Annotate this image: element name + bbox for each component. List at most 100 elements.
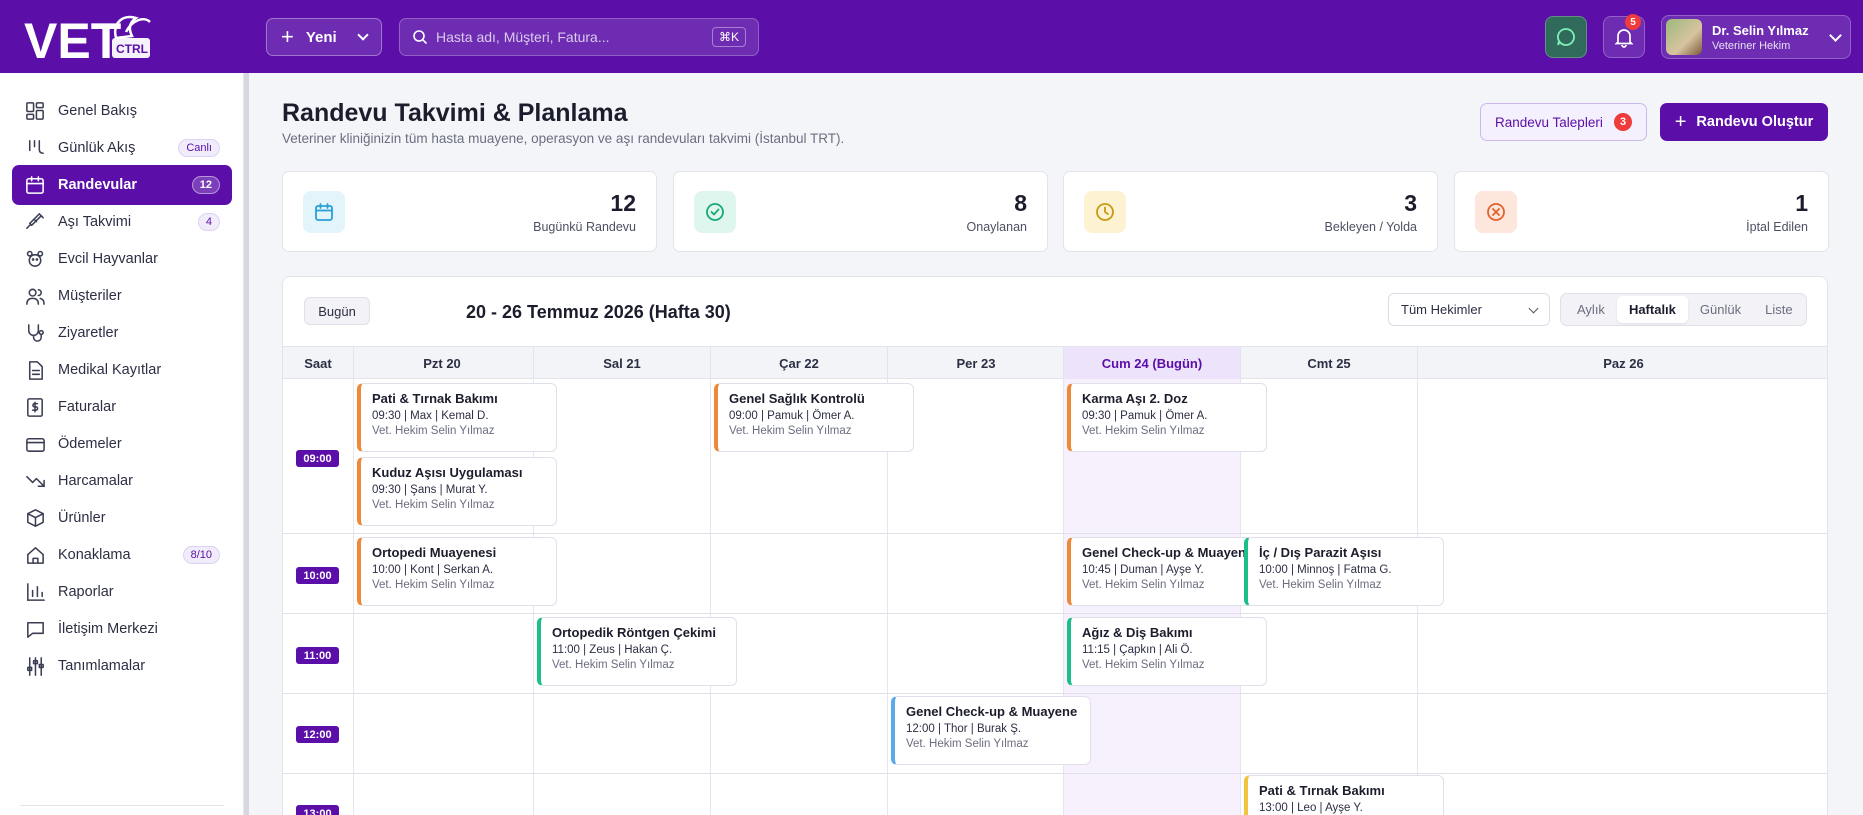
search-box[interactable]: ⌘K [399, 18, 759, 56]
x-circle-icon [1475, 191, 1517, 233]
time-slot-label: 09:00 [296, 450, 339, 467]
sidebar-item-tanimlamalar[interactable]: Tanımlamalar [12, 646, 232, 686]
sidebar-item-gunluk-akis[interactable]: Günlük Akış Canlı [12, 128, 232, 168]
grid-row-line [283, 613, 1827, 614]
appointment-title: Genel Check-up & Muayene [906, 704, 1078, 719]
appointment-vet: Vet. Hekim Selin Yılmaz [372, 425, 495, 437]
day-header-sal-21: Sal 21 [533, 347, 710, 379]
card-icon [26, 437, 45, 452]
stat-card-onaylanan: Onaylanan 8 [673, 171, 1048, 252]
sidebar-item-badge: 4 [197, 213, 220, 231]
sidebar-item-badge: Canlı [178, 139, 220, 157]
page-subtitle: Veteriner kliniğinizin tüm hasta muayene… [282, 131, 845, 146]
appointment-card[interactable]: Ağız & Diş Bakımı 11:15 | Çapkın | Ali Ö… [1067, 617, 1267, 686]
dashboard-icon [26, 102, 44, 120]
plus-icon: + [281, 24, 294, 49]
bell-icon [1614, 29, 1634, 48]
appointment-card[interactable]: Ortopedik Röntgen Çekimi 11:00 | Zeus | … [537, 617, 737, 686]
sidebar-item-randevular[interactable]: Randevular 12 [12, 165, 232, 205]
sliders-icon [27, 657, 44, 676]
appointment-vet: Vet. Hekim Selin Yılmaz [1082, 659, 1205, 671]
sidebar-item-asi-takvimi[interactable]: Aşı Takvimi 4 [12, 202, 232, 242]
appointment-vet: Vet. Hekim Selin Yılmaz [1082, 425, 1205, 437]
appointment-card[interactable]: Genel Check-up & Muayene 12:00 | Thor | … [891, 696, 1091, 765]
sidebar-item-genel-bakis[interactable]: Genel Bakış [12, 91, 232, 131]
grid-column-line [1063, 379, 1064, 815]
calendar-header-row: Saat Pzt 20 Sal 21 Çar 22 Per 23 Cum 24 (Bugü… [283, 346, 1827, 379]
sidebar-item-badge: 12 [191, 176, 220, 194]
user-info: Dr. Selin Yılmaz Veteriner Hekim [1712, 23, 1809, 52]
appointment-card[interactable]: Ortopedi Muayenesi 10:00 | Kont | Serkan… [357, 537, 557, 606]
sidebar-item-konaklama[interactable]: Konaklama 8/10 [12, 535, 232, 575]
appointment-title: Karma Aşı 2. Doz [1082, 391, 1188, 406]
sidebar-item-label: Ödemeler [58, 436, 122, 452]
appointment-card[interactable]: Genel Sağlık Kontrolü 09:00 | Pamuk | Öm… [714, 383, 914, 452]
chat-button[interactable] [1545, 16, 1587, 58]
time-slot-label: 12:00 [296, 726, 339, 743]
sidebar-item-ziyaretler[interactable]: Ziyaretler [12, 313, 232, 353]
chat-icon [1557, 28, 1575, 46]
appointment-title: Genel Sağlık Kontrolü [729, 391, 865, 406]
view-tab-liste[interactable]: Liste [1765, 302, 1793, 317]
sidebar-item-urunler[interactable]: Ürünler [12, 498, 232, 538]
create-appointment-button[interactable]: + Randevu Oluştur [1660, 103, 1828, 141]
sidebar-item-odemeler[interactable]: Ödemeler [12, 424, 232, 464]
sidebar-item-medikal-kayitlar[interactable]: Medikal Kayıtlar [12, 350, 232, 390]
sidebar-item-harcamalar[interactable]: Harcamalar [12, 461, 232, 501]
view-tab-gunluk[interactable]: Günlük [1699, 302, 1742, 317]
appointment-vet: Vet. Hekim Selin Yılmaz [372, 579, 495, 591]
time-slot-label: 10:00 [296, 567, 339, 584]
sidebar-scrollbar[interactable] [244, 73, 249, 815]
user-role: Veteriner Hekim [1712, 39, 1791, 52]
day-header-per-23: Per 23 [887, 347, 1064, 379]
sidebar-item-raporlar[interactable]: Raporlar [12, 572, 232, 612]
sidebar-item-iletisim-merkezi[interactable]: İletişim Merkezi [12, 609, 232, 649]
svg-text:CTRL: CTRL [116, 42, 148, 56]
vetctrl-logo[interactable]: VET CTRL [24, 8, 154, 66]
sidebar-item-musteriler[interactable]: Müşteriler [12, 276, 232, 316]
new-button[interactable]: + Yeni [266, 18, 382, 56]
appointment-card[interactable]: Genel Check-up & Muayene 10:45 | Duman |… [1067, 537, 1267, 606]
create-label: Randevu Oluştur [1696, 114, 1814, 130]
box-icon [27, 509, 44, 527]
appointment-title: Pati & Tırnak Bakımı [1259, 783, 1385, 798]
invoice-icon [27, 398, 43, 417]
day-header-car-22: Çar 22 [710, 347, 887, 379]
appointment-details: 09:30 | Şans | Murat Y. [372, 484, 488, 496]
appointment-card[interactable]: İç / Dış Parazit Aşısı 10:00 | Minnoş | … [1244, 537, 1444, 606]
sidebar-divider [20, 805, 224, 806]
sidebar-item-evcil-hayvanlar[interactable]: Evcil Hayvanlar [12, 239, 232, 279]
search-input[interactable] [436, 29, 706, 45]
doctor-filter-select[interactable]: Tüm Hekimler [1388, 293, 1550, 326]
sidebar-item-faturalar[interactable]: Faturalar [12, 387, 232, 427]
stat-label: Bekleyen / Yolda [1324, 220, 1417, 234]
appointment-card[interactable]: Kuduz Aşısı Uygulaması 09:30 | Şans | Mu… [357, 457, 557, 526]
day-header-pzt-20: Pzt 20 [353, 347, 530, 379]
sidebar-item-label: Ürünler [58, 510, 106, 526]
appointment-title: Ortopedik Röntgen Çekimi [552, 625, 716, 640]
appointment-requests-button[interactable]: Randevu Talepleri 3 [1480, 103, 1647, 141]
notifications-button[interactable]: 5 [1603, 14, 1645, 58]
user-name: Dr. Selin Yılmaz [1712, 22, 1809, 38]
week-title: 20 - 26 Temmuz 2026 (Hafta 30) [466, 302, 731, 322]
view-switcher: Aylık Haftalık Günlük Liste [1560, 293, 1807, 326]
sidebar-item-label: Raporlar [58, 584, 114, 600]
appointment-details: 10:45 | Duman | Ayşe Y. [1082, 564, 1204, 576]
user-menu[interactable]: Dr. Selin Yılmaz Veteriner Hekim [1661, 15, 1851, 59]
view-tab-haftalik[interactable]: Haftalık [1616, 296, 1688, 323]
appointment-card[interactable]: Pati & Tırnak Bakımı 13:00 | Leo | Ayşe … [1244, 775, 1444, 815]
sidebar-item-label: Faturalar [58, 399, 117, 415]
appointment-card[interactable]: Pati & Tırnak Bakımı 09:30 | Max | Kemal… [357, 383, 557, 452]
syringe-icon [26, 213, 44, 229]
flow-icon [28, 140, 44, 155]
view-tab-aylik[interactable]: Aylık [1577, 302, 1605, 317]
appointment-title: Ağız & Diş Bakımı [1082, 625, 1193, 640]
plus-icon: + [1674, 110, 1687, 133]
appointment-card[interactable]: Karma Aşı 2. Doz 09:30 | Pamuk | Ömer A.… [1067, 383, 1267, 452]
appointment-details: 12:00 | Thor | Burak Ş. [906, 723, 1022, 735]
sidebar-item-label: Aşı Takvimi [58, 214, 132, 230]
today-button[interactable]: Bugün [304, 297, 370, 325]
calendar-panel: Bugün 20 - 26 Temmuz 2026 (Hafta 30) Tüm… [282, 276, 1828, 815]
stat-label: İptal Edilen [1746, 220, 1808, 234]
appointment-vet: Vet. Hekim Selin Yılmaz [372, 499, 495, 511]
